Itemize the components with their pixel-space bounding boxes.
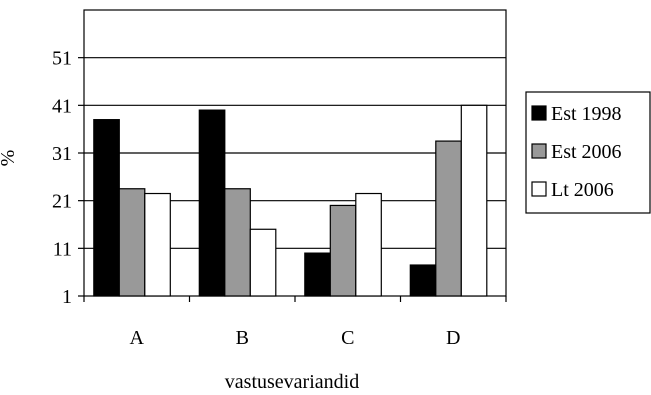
y-tick-label: 1 bbox=[62, 286, 72, 308]
legend-box bbox=[525, 91, 651, 214]
legend-label: Est 2006 bbox=[551, 141, 622, 163]
y-tick-label: 21 bbox=[52, 191, 72, 213]
x-axis-title: vastusevariandid bbox=[225, 371, 359, 393]
legend-swatch bbox=[531, 105, 547, 121]
bar-est-1998-c bbox=[304, 252, 331, 297]
bar-est-2006-c bbox=[329, 204, 357, 297]
y-tick-label: 11 bbox=[53, 238, 72, 260]
y-axis-title: % bbox=[0, 150, 19, 167]
bar-est-1998-a bbox=[93, 119, 120, 297]
bar-est-2006-d bbox=[435, 140, 462, 297]
y-tick-label: 51 bbox=[52, 48, 72, 70]
bar-est-1998-d bbox=[409, 264, 437, 297]
bar-lt-2006-c bbox=[355, 192, 382, 297]
legend-label: Lt 2006 bbox=[551, 179, 614, 201]
legend-label: Est 1998 bbox=[551, 103, 622, 125]
bar-est-1998-b bbox=[198, 109, 226, 297]
bars bbox=[93, 104, 488, 297]
legend-swatch bbox=[531, 181, 547, 197]
bar-est-2006-a bbox=[118, 188, 146, 297]
y-tick-label: 41 bbox=[52, 95, 72, 117]
x-tick-label: A bbox=[130, 327, 145, 349]
x-tick-label: B bbox=[236, 327, 249, 349]
bar-lt-2006-b bbox=[249, 228, 277, 297]
bar-lt-2006-a bbox=[144, 192, 171, 297]
y-tick-label: 31 bbox=[52, 143, 72, 165]
legend: Est 1998 Est 2006 Lt 2006 bbox=[525, 91, 651, 214]
bar-est-2006-b bbox=[224, 188, 251, 297]
legend-swatch bbox=[531, 143, 547, 159]
bar-lt-2006-d bbox=[460, 104, 488, 297]
x-tick-label: C bbox=[341, 327, 354, 349]
x-axis-ticks: A B C D bbox=[83, 296, 507, 349]
x-tick-label: D bbox=[446, 327, 460, 349]
